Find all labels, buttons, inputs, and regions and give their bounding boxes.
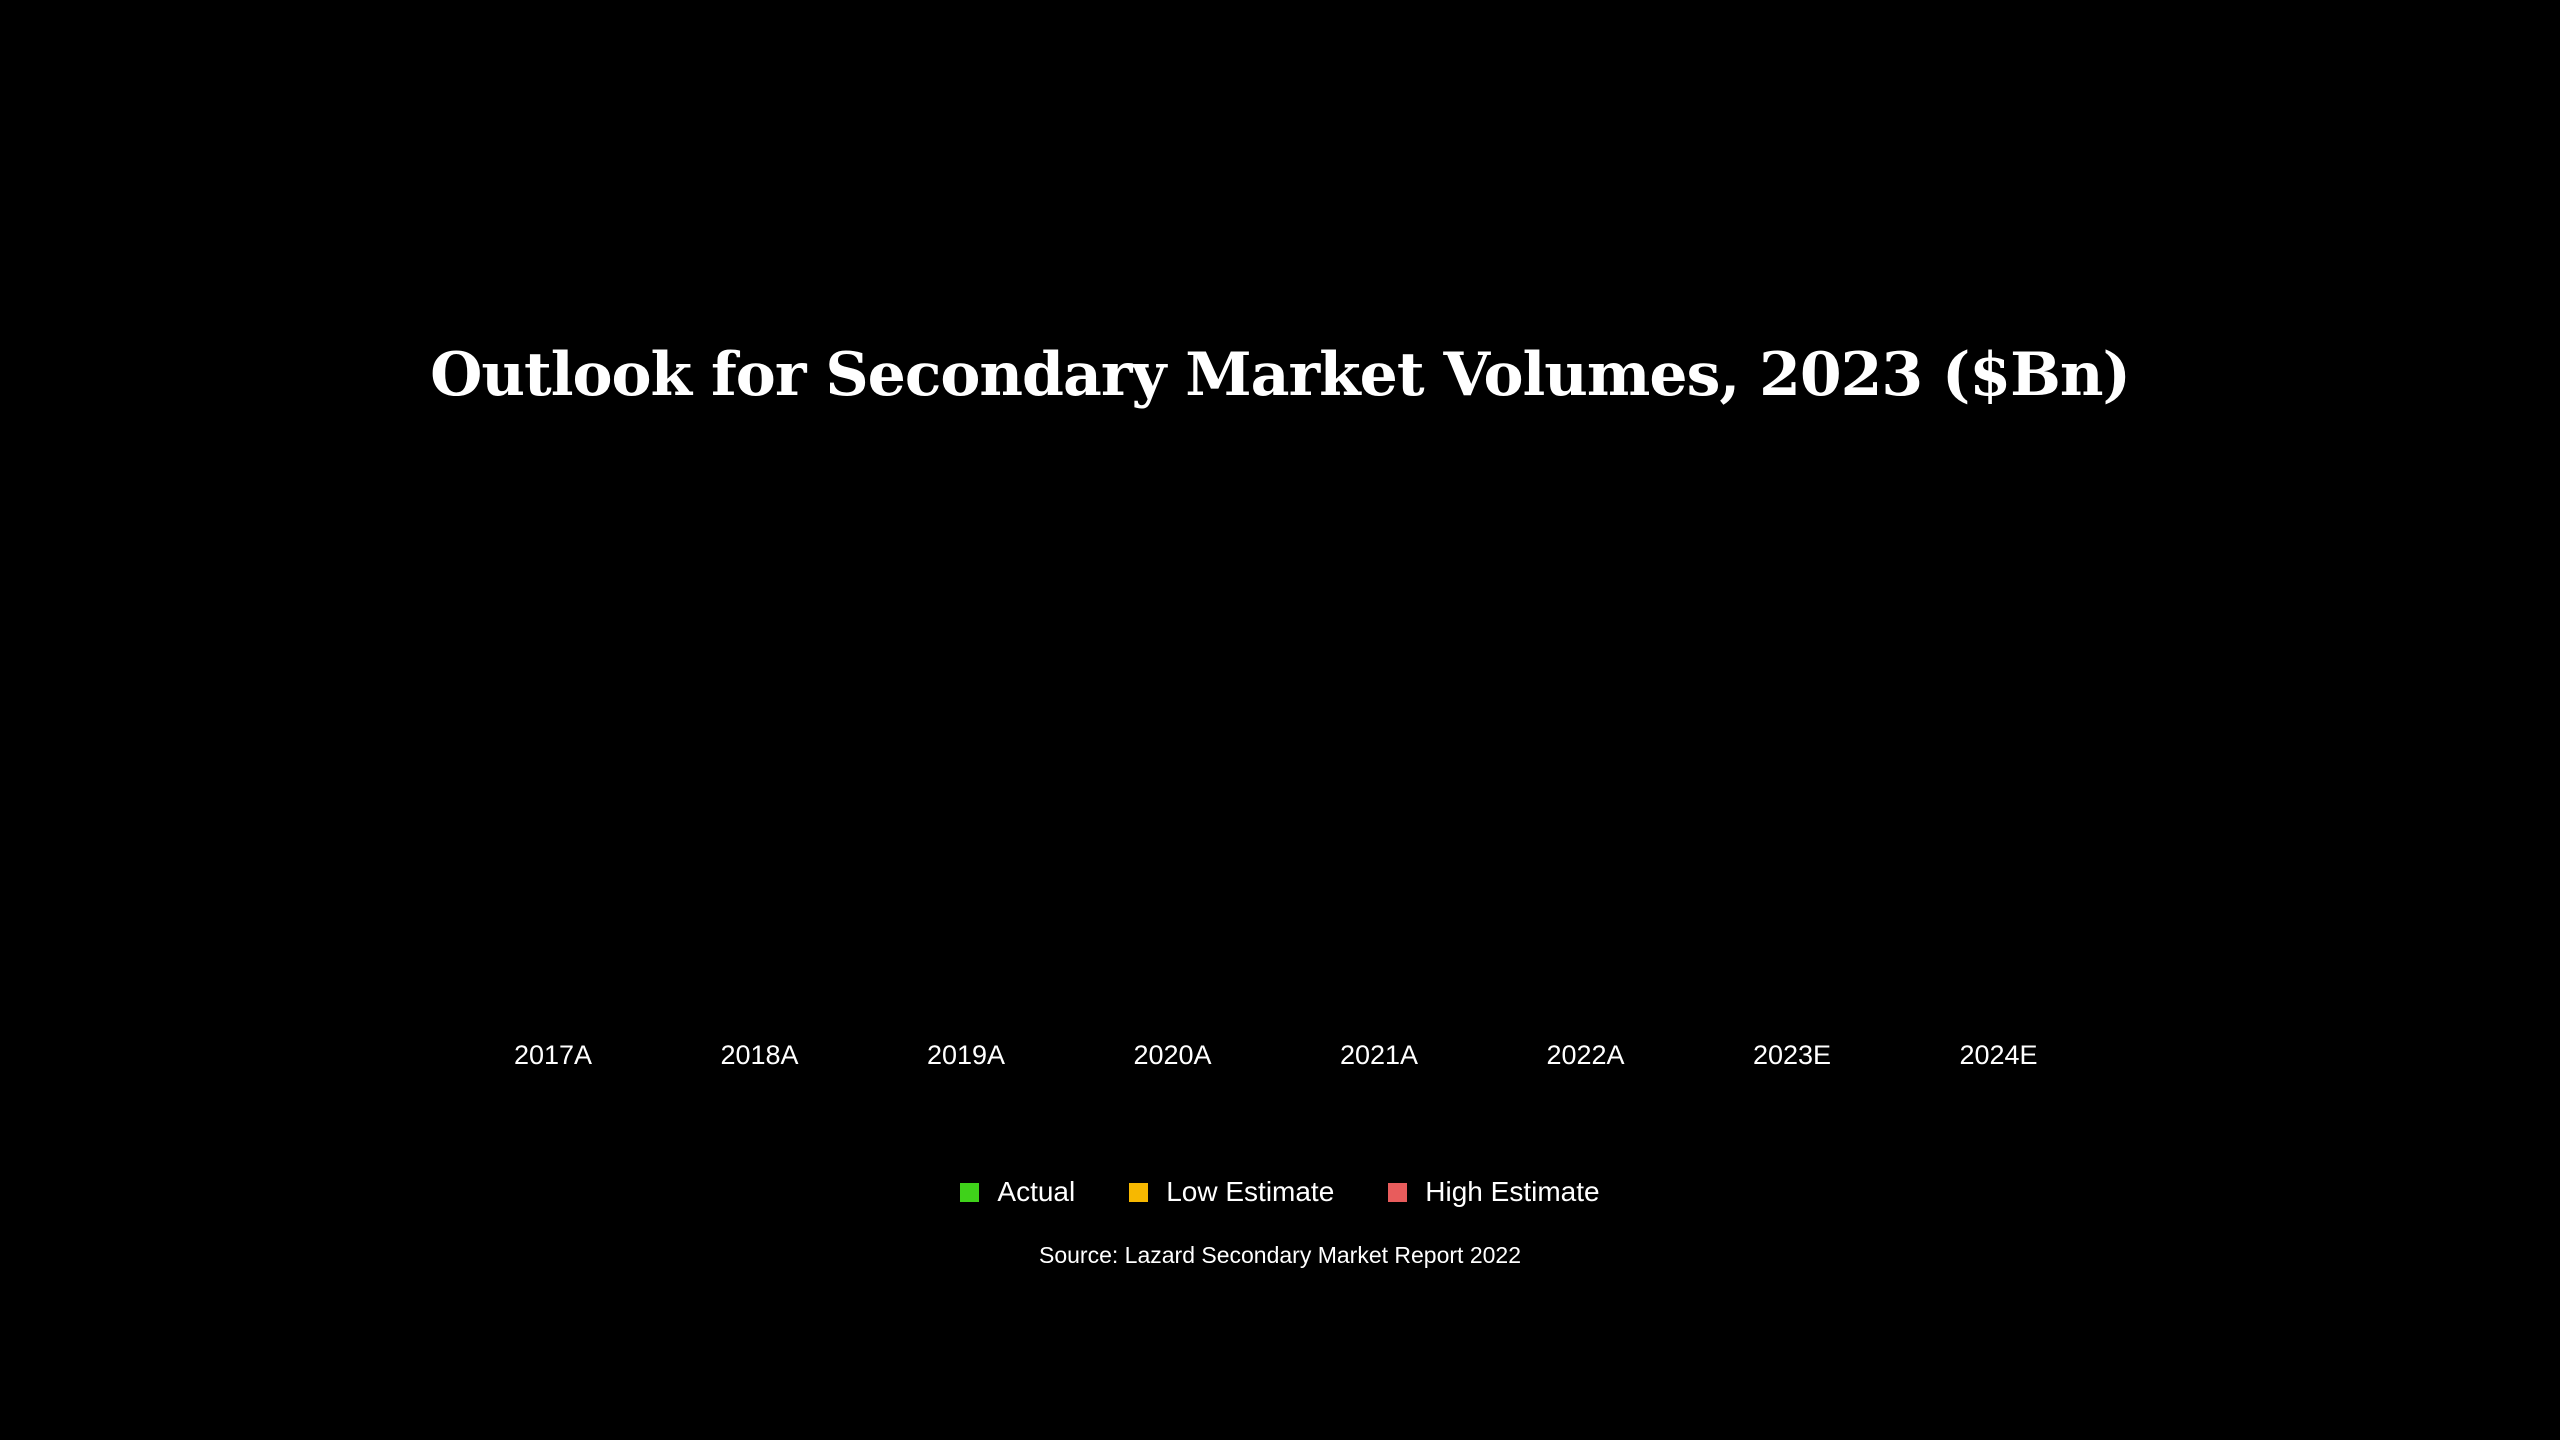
legend-swatch	[1129, 1182, 1149, 1202]
legend-label: High Estimate	[1425, 1176, 1600, 1207]
legend-label: Low Estimate	[1166, 1176, 1335, 1207]
x-tick-label: 2021A	[1340, 1040, 1418, 1070]
legend: Actual Low Estimate High Estimate	[0, 1176, 2560, 1208]
x-tick-label: 2024E	[1959, 1040, 2037, 1070]
x-tick-label: 2019A	[927, 1040, 1005, 1070]
legend-swatch	[960, 1182, 980, 1202]
source-note: Source: Lazard Secondary Market Report 2…	[1039, 1242, 1521, 1268]
x-tick-label: 2023E	[1753, 1040, 1831, 1070]
chart-svg: 2017A 2018A 2019A 2020A 2021A 2022A 2023E 2024E	[514, 1040, 2038, 1070]
legend-item-low-estimate: Low Estimate	[1129, 1176, 1334, 1208]
chart-title: Outlook for Secondary Market Volumes, 20…	[430, 340, 2131, 410]
x-tick-label: 2020A	[1133, 1040, 1211, 1070]
x-tick-label: 2022A	[1546, 1040, 1624, 1070]
legend-swatch	[1388, 1182, 1408, 1202]
legend-label: Actual	[997, 1176, 1076, 1207]
legend-item-high-estimate: High Estimate	[1388, 1176, 1600, 1208]
plot-area: 2017A 2018A 2019A 2020A 2021A 2022A 2023E 2024E	[510, 450, 2050, 1070]
legend-item-actual: Actual	[960, 1176, 1075, 1208]
x-tick-label: 2017A	[514, 1040, 592, 1070]
x-tick-label: 2018A	[720, 1040, 798, 1070]
